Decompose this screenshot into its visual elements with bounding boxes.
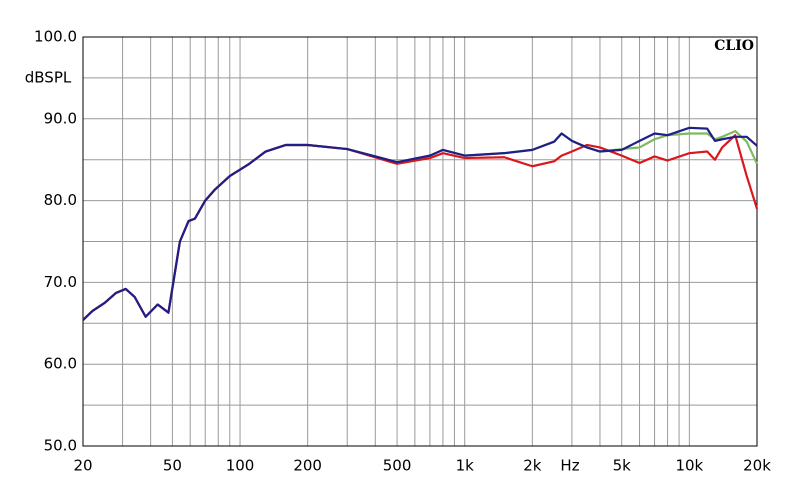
series-line [82, 134, 759, 321]
x-tick-label: 20k [743, 457, 771, 475]
y-tick-label: 80.0 [44, 191, 77, 209]
y-tick-label: 90.0 [44, 109, 77, 127]
x-tick-label: 100 [226, 457, 255, 475]
y-tick-label: 70.0 [44, 273, 77, 291]
annotation: CLIO [714, 38, 754, 54]
series-line [82, 126, 758, 321]
x-tick-label: 2k [523, 457, 542, 475]
x-tick-label: 20 [73, 457, 92, 475]
x-tick-label: 50 [163, 457, 182, 475]
x-axis-label: Hz [560, 457, 579, 475]
plot-border [82, 36, 758, 447]
y-tick-label: 60.0 [44, 355, 77, 373]
y-axis-label: dBSPL [25, 69, 72, 87]
x-tick-label: 1k [456, 457, 475, 475]
y-tick-label: 100.0 [34, 28, 77, 46]
x-tick-label: 5k [613, 457, 632, 475]
x-tick-label: 500 [383, 457, 412, 475]
x-tick-label: 10k [675, 457, 703, 475]
plot: 50.0 60.0 70.0 80.0 90.0 100.0 20 50 100 200 500 1k… [34, 28, 771, 475]
x-tick-label: 200 [293, 457, 322, 475]
y-tick-label: 50.0 [44, 437, 77, 455]
